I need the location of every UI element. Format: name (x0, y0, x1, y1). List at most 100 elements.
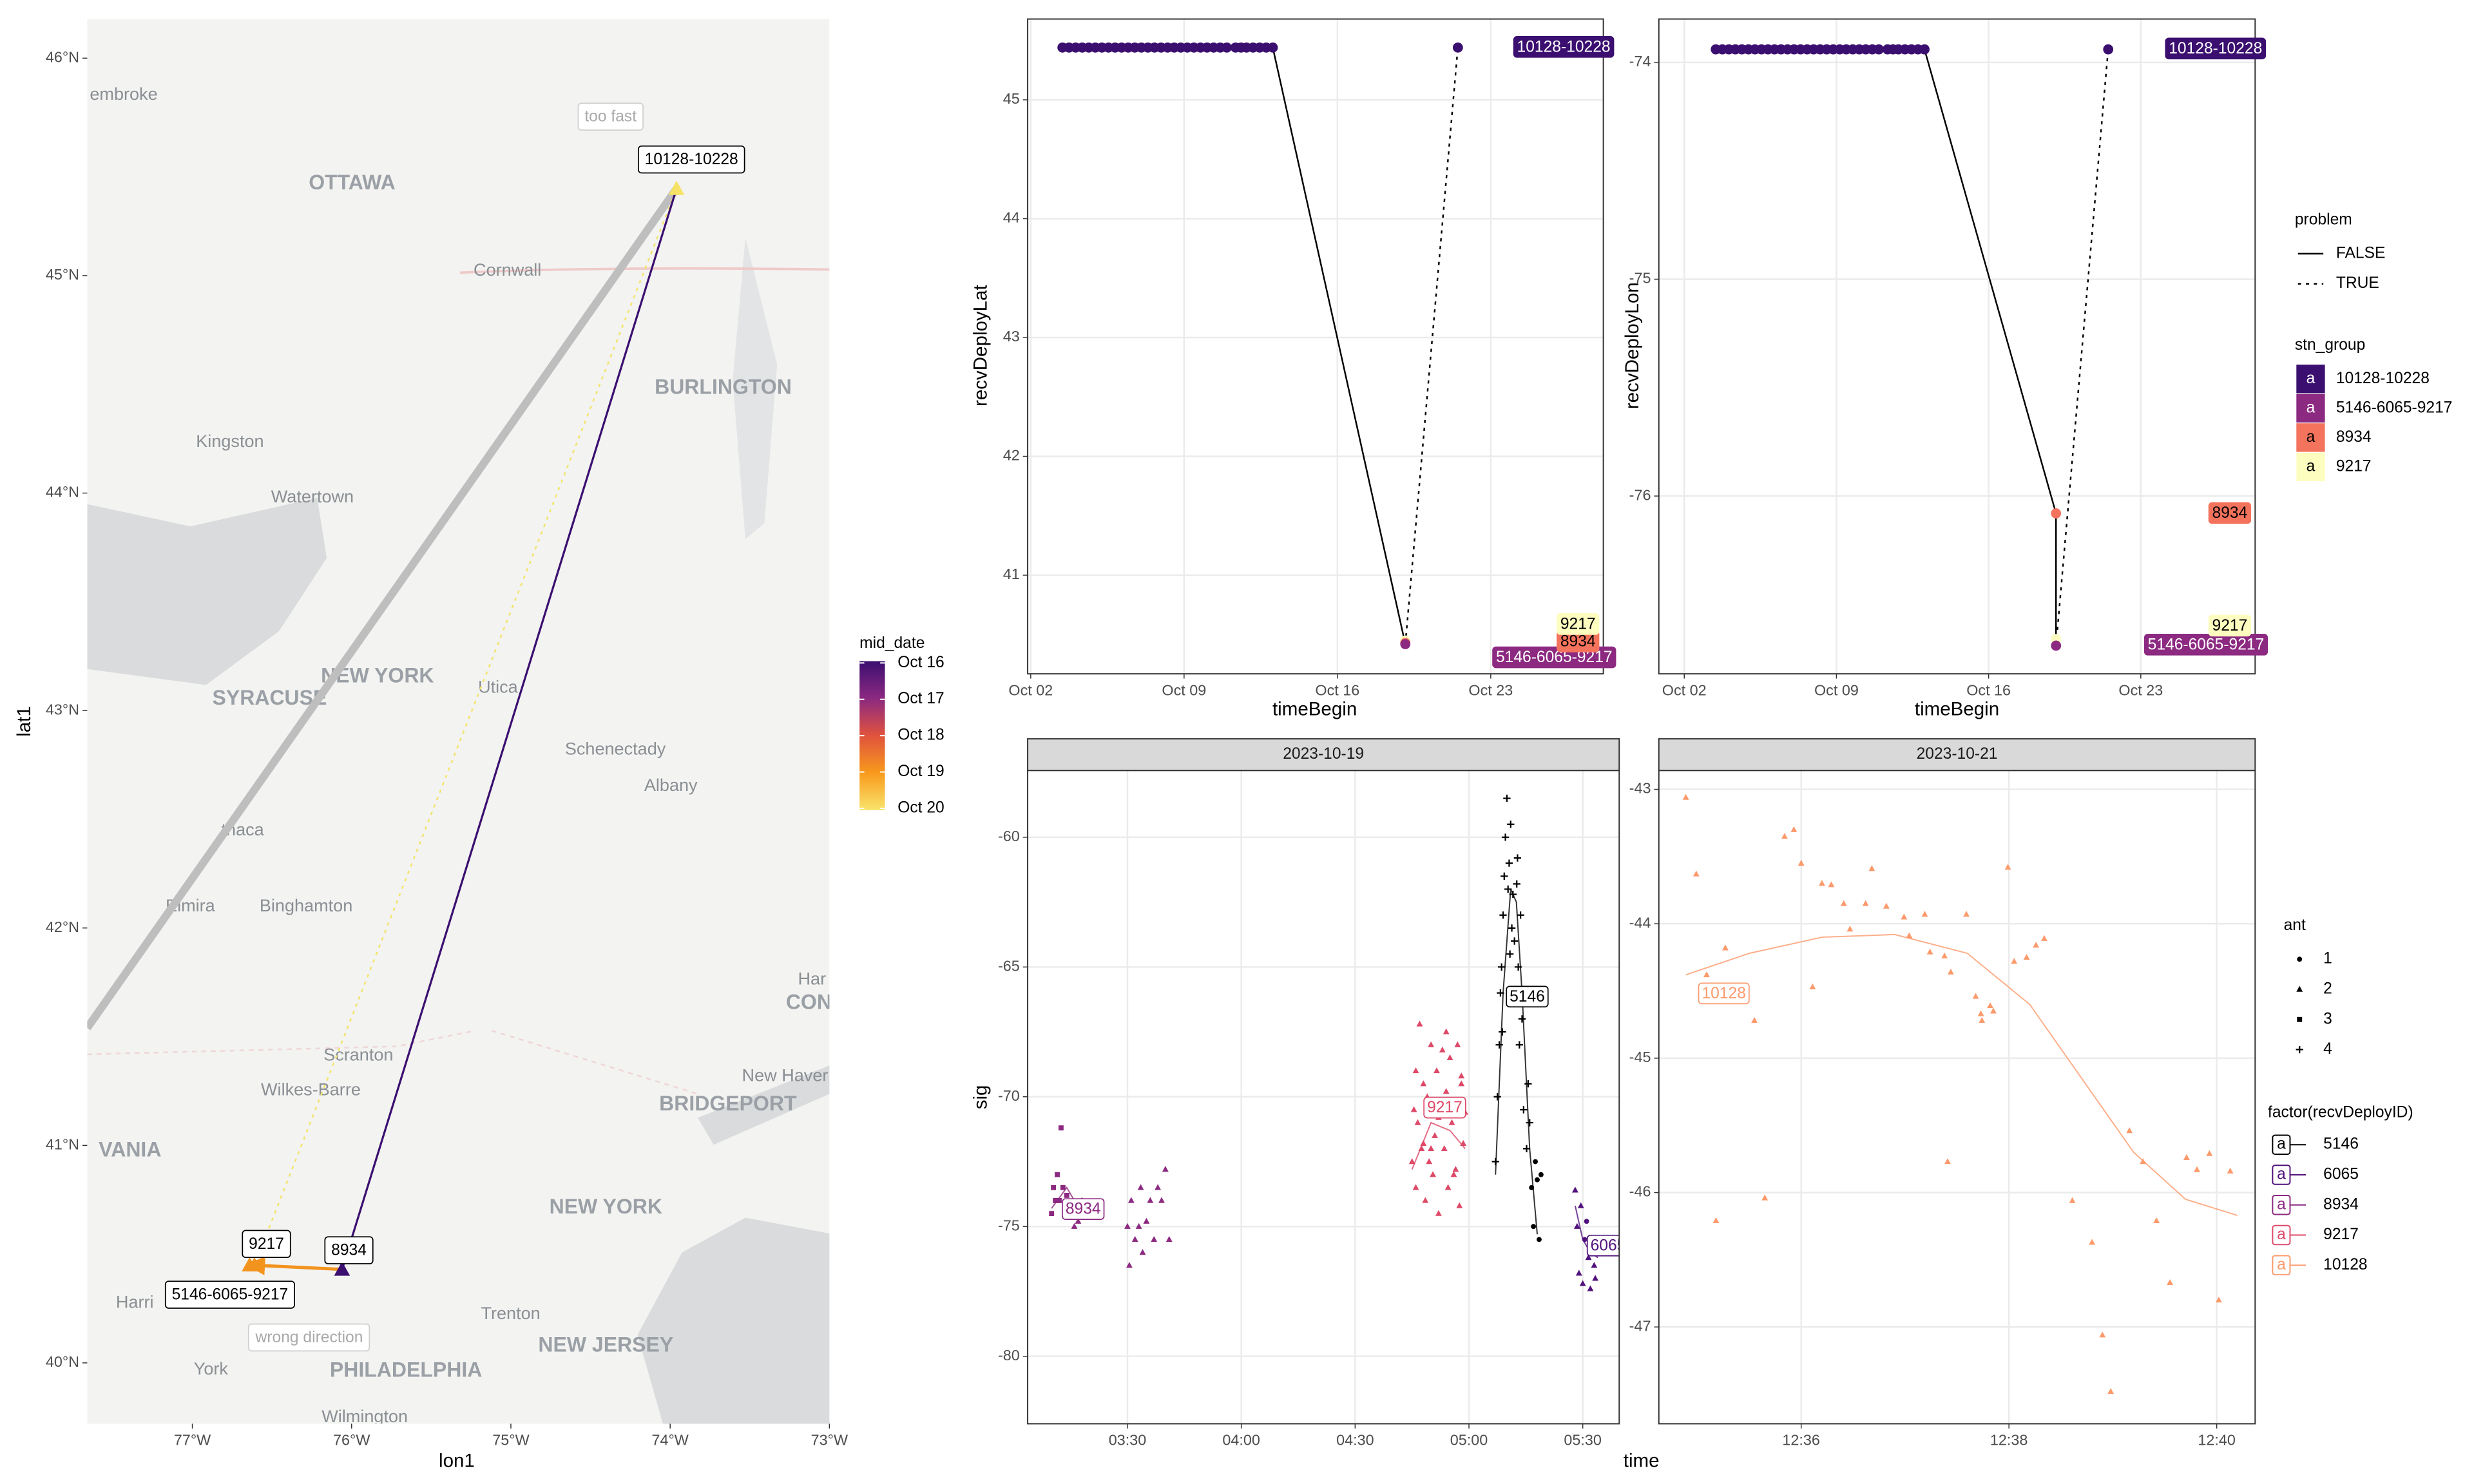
point (1422, 1197, 1429, 1203)
point (2033, 942, 2040, 948)
legend-key (2272, 1134, 2291, 1155)
plot-area (1711, 44, 2114, 651)
y-tick-label: 42 (1003, 447, 1020, 464)
point (1526, 1119, 1533, 1127)
point (2215, 1297, 2222, 1303)
series-label-group: 9217 (1557, 613, 1600, 635)
point (2107, 1387, 2114, 1394)
legend-label: 2 (2323, 980, 2332, 997)
point (1439, 1046, 1446, 1052)
point (1520, 1106, 1528, 1114)
point (2153, 1217, 2160, 1224)
x-tick-label: 75°W (492, 1432, 529, 1449)
point (1448, 1119, 1455, 1125)
legend-label: 5146-6065-9217 (2336, 399, 2453, 416)
point (1941, 952, 1948, 958)
point (1977, 1010, 1984, 1016)
point (1458, 1072, 1465, 1079)
point (1053, 1198, 1059, 1203)
point (1426, 1158, 1433, 1165)
series-label-group: 9217 (1423, 1096, 1466, 1119)
x-axis-title: timeBegin (1915, 699, 1999, 720)
annotation: too fast (584, 108, 637, 126)
place-label: NEW YORK (550, 1195, 662, 1218)
panel (1028, 19, 1604, 674)
point (1987, 1002, 1994, 1009)
y-tick-label: -65 (998, 957, 1020, 974)
point (1499, 1028, 1506, 1036)
series-label: 10128-10228 (1517, 38, 1611, 55)
point (1862, 900, 1869, 906)
point (1874, 44, 1884, 55)
point (1972, 993, 1979, 999)
legend-label: 9217 (2336, 457, 2372, 475)
point (1412, 1184, 1419, 1190)
station-label: 5146-6065-9217 (172, 1286, 289, 1304)
point (1846, 926, 1854, 932)
colorbar-label: Oct 19 (897, 763, 945, 780)
place-label: Kingston (196, 431, 264, 451)
point (1501, 833, 1510, 841)
point (1444, 1184, 1452, 1190)
legend-key-text: a (2306, 457, 2316, 475)
panel (1658, 19, 2256, 674)
point (1139, 1249, 1146, 1255)
facet-label: 2023-10-19 (1283, 745, 1364, 763)
legend-key (2296, 394, 2325, 423)
point (1443, 1088, 1450, 1094)
point (1585, 1254, 1592, 1260)
place-label: Watertown (271, 486, 354, 506)
legend-key-text: a (2277, 1226, 2286, 1243)
annotation-group: too fast (577, 102, 644, 131)
point (1692, 870, 1700, 877)
annotation-bg (247, 1323, 370, 1352)
x-tick-label: Oct 23 (1468, 681, 1513, 698)
point (1416, 1020, 1423, 1027)
point (1809, 983, 1816, 989)
legend-key-text: a (2306, 370, 2316, 387)
station-label-bg (637, 145, 745, 174)
place-label: Cornwall (474, 260, 541, 280)
point (1505, 859, 1513, 867)
point (1712, 1217, 1720, 1224)
point (1222, 42, 1232, 53)
series-label-group: 9217 (2208, 614, 2252, 637)
y-axis-title: sig (970, 1085, 991, 1110)
series-label: 10128 (1702, 985, 1745, 1002)
legend-label: 9217 (2323, 1226, 2359, 1243)
legend-key (2272, 1224, 2291, 1246)
legend-key (2296, 423, 2325, 452)
y-tick-label: 43 (1003, 328, 1020, 345)
map-border (87, 1029, 698, 1095)
x-axis-title: lon1 (439, 1450, 475, 1471)
point (2297, 956, 2303, 962)
series-label-bg (2208, 502, 2252, 524)
point (1443, 1028, 1450, 1034)
point (1798, 859, 1805, 866)
point (2069, 1197, 2076, 1203)
track (341, 188, 678, 1270)
place-label: PHILADELPHIA (330, 1358, 482, 1382)
series-label: 8934 (2212, 504, 2248, 522)
point (1165, 1235, 1173, 1242)
point (1533, 1159, 1539, 1165)
station-label-group: 8934 (324, 1236, 374, 1264)
panel-border (1658, 18, 2256, 675)
place-label: Har (798, 968, 827, 988)
legend-key-text: a (2306, 428, 2316, 446)
point (1446, 1054, 1453, 1061)
y-tick-label: -80 (998, 1347, 1020, 1364)
annotation-group: wrong direction (247, 1323, 370, 1352)
point (2041, 935, 2047, 941)
legend-title: factor(recvDeployID) (2268, 1104, 2413, 1121)
station-label-group: 10128-10228 (637, 145, 745, 174)
y-tick-label: 40°N (46, 1353, 79, 1370)
place-label: Schenectady (565, 738, 666, 758)
x-tick-label: 12:36 (1782, 1432, 1820, 1449)
point (1571, 1186, 1578, 1193)
point (1979, 1017, 1986, 1023)
map-land (87, 19, 830, 1424)
point (1434, 1067, 1440, 1074)
point (1432, 1132, 1438, 1138)
place-label: Wilmington (321, 1406, 408, 1426)
